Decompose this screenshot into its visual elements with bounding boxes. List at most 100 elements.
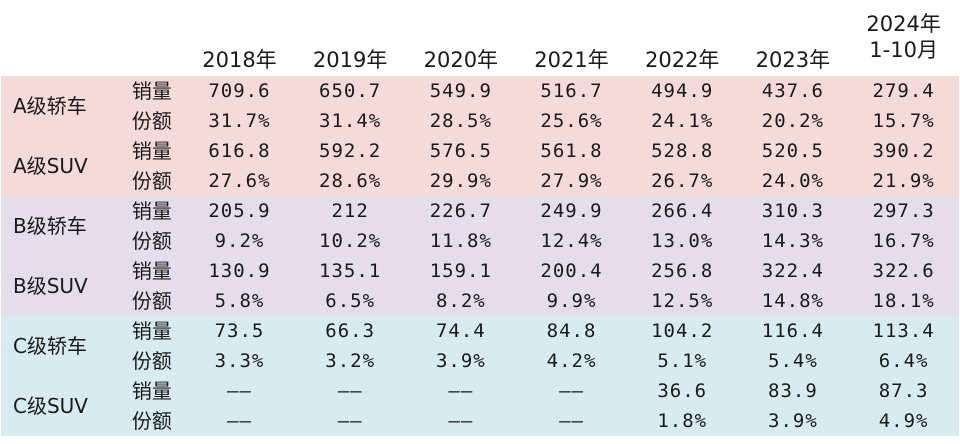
- sales-value-cell: ——: [294, 376, 406, 406]
- share-value-cell: 6.4%: [848, 346, 959, 376]
- sales-value-cell: 549.9: [405, 76, 517, 106]
- sales-value-cell: 310.3: [737, 196, 849, 226]
- table-row: C级SUV 销量 —— —— —— —— 36.6 83.9 87.3: [1, 376, 959, 436]
- sales-value-cell: 87.3: [848, 376, 959, 406]
- table-row: B级SUV 销量 130.9 135.1 159.1 200.4 256.8 322.4 322…: [1, 256, 959, 316]
- sales-value-cell: 709.6: [184, 76, 295, 106]
- sales-value-cell: 279.4: [848, 76, 959, 106]
- share-value-cell: 24.0%: [737, 166, 849, 196]
- sales-value-cell: 205.9: [184, 196, 295, 226]
- sales-value-cell: 36.6: [626, 376, 738, 406]
- table-row: 份额 3.3% 3.2% 3.9% 4.2% 5.1% 5.4% 6.4%: [1, 346, 959, 376]
- table-row: 份额 31.7% 31.4% 28.5% 25.6% 24.1% 20.2% 15.7%: [1, 106, 959, 136]
- sales-value-cell: 104.2: [626, 316, 738, 346]
- header-blank-metric: [119, 0, 185, 76]
- sales-value-cell: ——: [516, 376, 627, 406]
- sales-value-cell: 256.8: [626, 256, 738, 286]
- sales-value-cell: 212: [294, 196, 406, 226]
- share-value-cell: ——: [405, 406, 517, 436]
- share-value-cell: 6.5%: [294, 286, 406, 316]
- metric-label-sales: 销量: [119, 136, 185, 166]
- share-value-cell: ——: [294, 406, 406, 436]
- share-value-cell: 4.9%: [848, 406, 959, 436]
- sales-value-cell: 616.8: [184, 136, 295, 166]
- share-value-cell: 26.7%: [626, 166, 738, 196]
- model-label: B级轿车: [1, 196, 120, 256]
- share-value-cell: 29.9%: [405, 166, 517, 196]
- table-row: 份额 5.8% 6.5% 8.2% 9.9% 12.5% 14.8% 18.1%: [1, 286, 959, 316]
- model-label: A级SUV: [1, 136, 120, 196]
- share-value-cell: 3.2%: [294, 346, 406, 376]
- sales-value-cell: ——: [184, 376, 295, 406]
- share-value-cell: 8.2%: [405, 286, 517, 316]
- year-header: 2020年: [405, 0, 517, 76]
- sales-value-cell: 322.4: [737, 256, 849, 286]
- sales-value-cell: 297.3: [848, 196, 959, 226]
- metric-label-share: 份额: [119, 106, 185, 136]
- model-label: C级SUV: [1, 376, 120, 436]
- sales-value-cell: 84.8: [516, 316, 627, 346]
- share-value-cell: 27.6%: [184, 166, 295, 196]
- sales-share-table: 2018年 2019年 2020年 2021年 2022年 2023年 2024…: [1, 0, 959, 436]
- share-value-cell: ——: [184, 406, 295, 436]
- sales-value-cell: 159.1: [405, 256, 517, 286]
- sales-value-cell: 437.6: [737, 76, 849, 106]
- model-label: C级轿车: [1, 316, 120, 376]
- sales-value-cell: 592.2: [294, 136, 406, 166]
- metric-label-share: 份额: [119, 406, 185, 436]
- header-row: 2018年 2019年 2020年 2021年 2022年 2023年 2024…: [1, 0, 959, 76]
- sales-value-cell: 83.9: [737, 376, 849, 406]
- sales-value-cell: 135.1: [294, 256, 406, 286]
- metric-label-sales: 销量: [119, 316, 185, 346]
- year-header-2024: 2024年 1-10月: [848, 0, 959, 76]
- year-header: 2022年: [626, 0, 738, 76]
- share-value-cell: 9.9%: [516, 286, 627, 316]
- sales-value-cell: 322.6: [848, 256, 959, 286]
- sales-value-cell: 650.7: [294, 76, 406, 106]
- year-header-line1: 2024年: [866, 12, 941, 36]
- share-value-cell: 11.8%: [405, 226, 517, 256]
- metric-label-sales: 销量: [119, 196, 185, 226]
- share-value-cell: 25.6%: [516, 106, 627, 136]
- share-value-cell: 28.6%: [294, 166, 406, 196]
- sales-value-cell: 116.4: [737, 316, 849, 346]
- share-value-cell: 12.4%: [516, 226, 627, 256]
- share-value-cell: 5.8%: [184, 286, 295, 316]
- year-header: 2023年: [737, 0, 849, 76]
- sales-value-cell: 74.4: [405, 316, 517, 346]
- share-value-cell: 5.1%: [626, 346, 738, 376]
- sales-value-cell: 113.4: [848, 316, 959, 346]
- sales-value-cell: 73.5: [184, 316, 295, 346]
- table-body: A级轿车 销量 709.6 650.7 549.9 516.7 494.9 437.6 279.…: [1, 76, 959, 436]
- share-value-cell: ——: [516, 406, 627, 436]
- sales-value-cell: ——: [405, 376, 517, 406]
- share-value-cell: 4.2%: [516, 346, 627, 376]
- share-value-cell: 18.1%: [848, 286, 959, 316]
- sales-value-cell: 266.4: [626, 196, 738, 226]
- share-value-cell: 14.8%: [737, 286, 849, 316]
- table-row: A级轿车 销量 709.6 650.7 549.9 516.7 494.9 437.6 279.…: [1, 76, 959, 136]
- table-row: 份额 —— —— —— —— 1.8% 3.9% 4.9%: [1, 406, 959, 436]
- sales-value-cell: 494.9: [626, 76, 738, 106]
- sales-value-cell: 200.4: [516, 256, 627, 286]
- share-value-cell: 12.5%: [626, 286, 738, 316]
- sales-value-cell: 130.9: [184, 256, 295, 286]
- share-value-cell: 14.3%: [737, 226, 849, 256]
- share-value-cell: 16.7%: [848, 226, 959, 256]
- sales-value-cell: 561.8: [516, 136, 627, 166]
- share-value-cell: 20.2%: [737, 106, 849, 136]
- year-header: 2018年: [184, 0, 295, 76]
- sales-value-cell: 576.5: [405, 136, 517, 166]
- metric-label-sales: 销量: [119, 76, 185, 106]
- table-row: B级轿车 销量 205.9 212 226.7 249.9 266.4 310.3 297.3: [1, 196, 959, 256]
- share-value-cell: 21.9%: [848, 166, 959, 196]
- metric-label-share: 份额: [119, 346, 185, 376]
- year-header: 2021年: [516, 0, 627, 76]
- metric-label-sales: 销量: [119, 256, 185, 286]
- table-row: C级轿车 销量 73.5 66.3 74.4 84.8 104.2 116.4 113.4: [1, 316, 959, 376]
- year-header: 2019年: [294, 0, 406, 76]
- share-value-cell: 3.3%: [184, 346, 295, 376]
- share-value-cell: 10.2%: [294, 226, 406, 256]
- share-value-cell: 3.9%: [405, 346, 517, 376]
- share-value-cell: 1.8%: [626, 406, 738, 436]
